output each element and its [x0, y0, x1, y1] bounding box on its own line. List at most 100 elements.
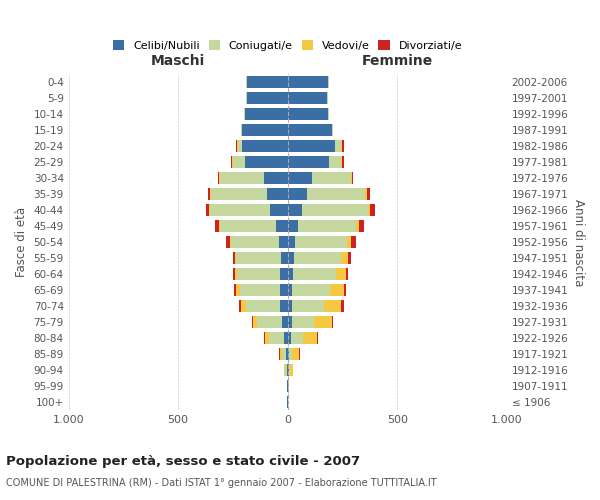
Bar: [219, 220, 220, 232]
Bar: [365, 188, 367, 200]
Bar: [230, 236, 231, 248]
Bar: [238, 140, 242, 152]
Bar: [343, 140, 344, 152]
Bar: [287, 316, 292, 328]
Bar: [211, 188, 267, 200]
Bar: [292, 284, 331, 296]
Bar: [290, 364, 293, 376]
Bar: [303, 332, 317, 344]
Text: Maschi: Maschi: [151, 54, 205, 68]
Bar: [247, 92, 287, 104]
Bar: [280, 348, 282, 360]
Text: Popolazione per età, sesso e stato civile - 2007: Popolazione per età, sesso e stato civil…: [6, 455, 360, 468]
Bar: [246, 92, 247, 104]
Bar: [314, 316, 331, 328]
Bar: [294, 252, 341, 264]
Bar: [247, 76, 287, 88]
Bar: [210, 204, 270, 216]
Bar: [270, 204, 287, 216]
Bar: [370, 204, 376, 216]
Bar: [287, 156, 329, 168]
Bar: [287, 348, 289, 360]
Bar: [287, 236, 295, 248]
Bar: [287, 172, 312, 184]
Bar: [231, 236, 279, 248]
Bar: [252, 316, 253, 328]
Bar: [292, 300, 324, 312]
Bar: [209, 204, 210, 216]
Bar: [359, 220, 364, 232]
Bar: [282, 316, 287, 328]
Bar: [284, 332, 287, 344]
Bar: [245, 156, 287, 168]
Bar: [287, 284, 292, 296]
Bar: [236, 284, 239, 296]
Bar: [253, 316, 257, 328]
Bar: [235, 252, 236, 264]
Bar: [284, 364, 285, 376]
Bar: [356, 220, 359, 232]
Bar: [287, 140, 335, 152]
Bar: [312, 172, 351, 184]
Text: COMUNE DI PALESTRINA (RM) - Dati ISTAT 1° gennaio 2007 - Elaborazione TUTTITALIA: COMUNE DI PALESTRINA (RM) - Dati ISTAT 1…: [6, 478, 437, 488]
Bar: [341, 156, 343, 168]
Bar: [348, 252, 351, 264]
Bar: [289, 364, 290, 376]
Bar: [317, 332, 319, 344]
Bar: [352, 172, 353, 184]
Bar: [287, 220, 298, 232]
Bar: [287, 204, 302, 216]
Bar: [241, 124, 242, 136]
Bar: [267, 188, 287, 200]
Bar: [287, 188, 307, 200]
Bar: [295, 236, 347, 248]
Bar: [218, 172, 219, 184]
Bar: [327, 92, 328, 104]
Bar: [346, 268, 348, 280]
Bar: [244, 108, 245, 120]
Bar: [215, 220, 219, 232]
Bar: [263, 172, 287, 184]
Bar: [293, 268, 336, 280]
Bar: [331, 124, 332, 136]
Bar: [341, 300, 344, 312]
Bar: [287, 364, 289, 376]
Bar: [292, 316, 314, 328]
Bar: [245, 108, 287, 120]
Bar: [246, 76, 247, 88]
Bar: [206, 204, 209, 216]
Bar: [351, 236, 356, 248]
Bar: [281, 252, 287, 264]
Bar: [236, 140, 238, 152]
Bar: [242, 124, 287, 136]
Bar: [235, 284, 236, 296]
Bar: [287, 268, 293, 280]
Bar: [347, 236, 351, 248]
Bar: [208, 188, 210, 200]
Bar: [336, 268, 346, 280]
Bar: [279, 236, 287, 248]
Bar: [280, 268, 287, 280]
Bar: [287, 252, 294, 264]
Bar: [368, 204, 370, 216]
Bar: [331, 316, 333, 328]
Bar: [246, 300, 280, 312]
Bar: [341, 252, 348, 264]
Bar: [292, 348, 299, 360]
Bar: [241, 300, 246, 312]
Bar: [286, 348, 287, 360]
Bar: [335, 140, 341, 152]
Bar: [367, 188, 370, 200]
Y-axis label: Fasce di età: Fasce di età: [15, 208, 28, 278]
Bar: [287, 124, 331, 136]
Bar: [331, 284, 344, 296]
Bar: [220, 172, 263, 184]
Bar: [328, 108, 329, 120]
Bar: [287, 332, 291, 344]
Bar: [302, 204, 368, 216]
Bar: [282, 348, 286, 360]
Y-axis label: Anni di nascita: Anni di nascita: [572, 198, 585, 286]
Bar: [269, 332, 284, 344]
Bar: [232, 156, 233, 168]
Bar: [242, 140, 287, 152]
